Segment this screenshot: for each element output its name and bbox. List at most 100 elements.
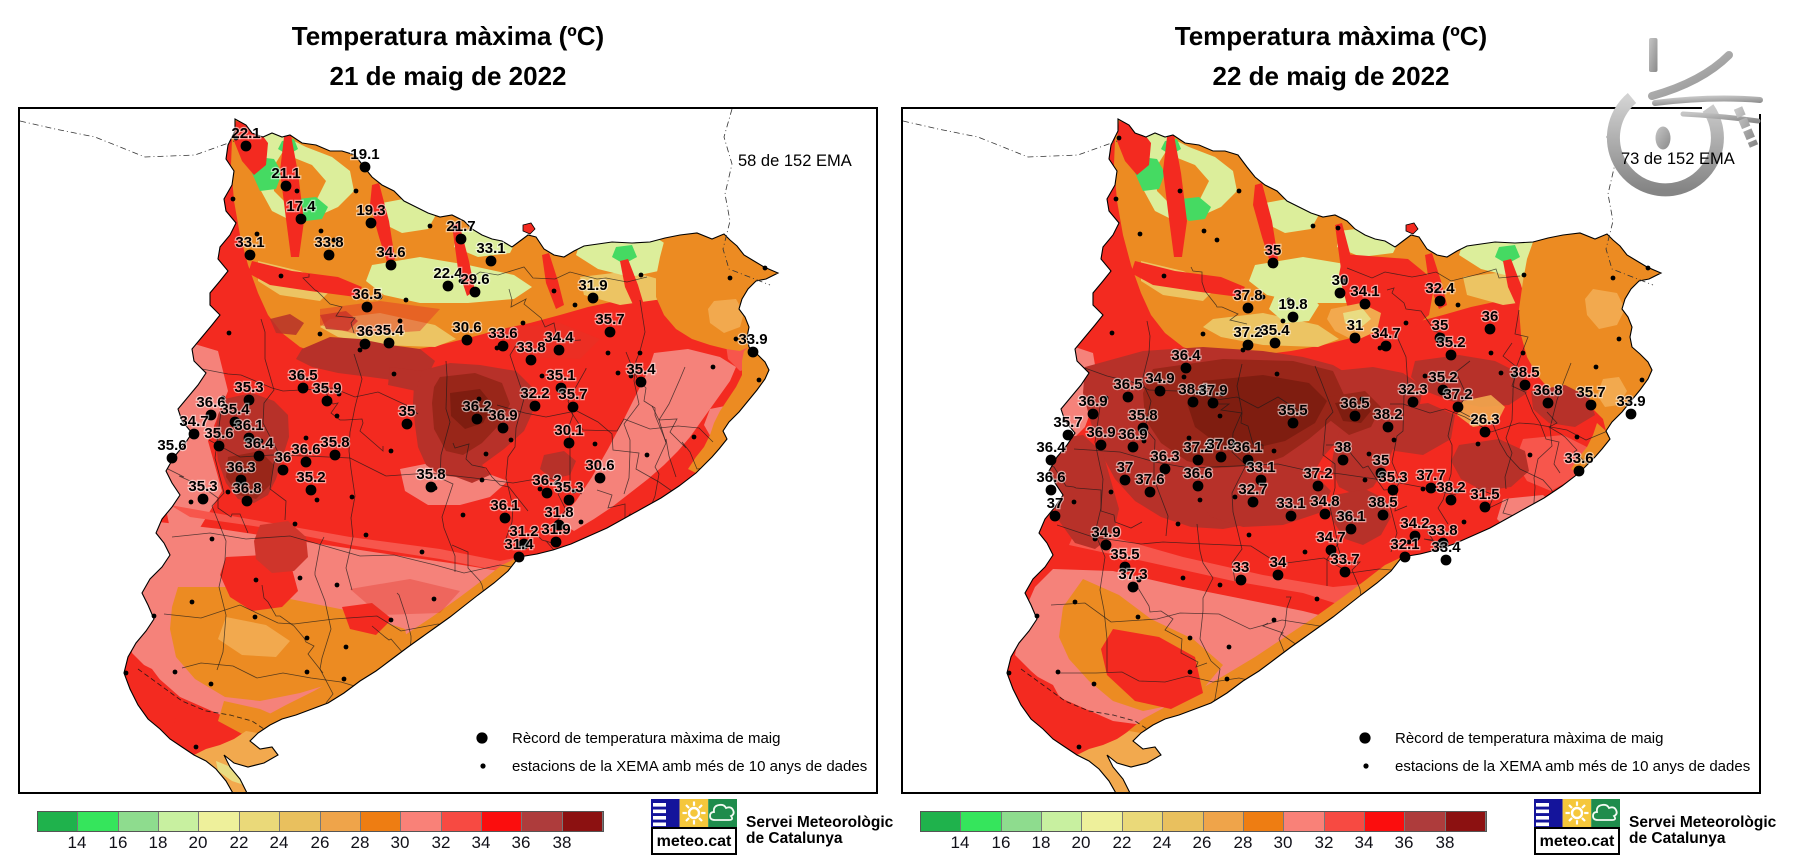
svg-text:30: 30 bbox=[1332, 272, 1349, 289]
svg-text:34.7: 34.7 bbox=[1371, 325, 1400, 342]
svg-text:21.1: 21.1 bbox=[271, 165, 300, 182]
svg-text:36.1: 36.1 bbox=[490, 497, 519, 514]
svg-text:32.1: 32.1 bbox=[1390, 536, 1419, 553]
svg-text:36.4: 36.4 bbox=[244, 435, 274, 452]
svg-text:37.2: 37.2 bbox=[1183, 439, 1212, 456]
svg-text:32.7: 32.7 bbox=[1238, 481, 1267, 498]
svg-text:Rècord de temperatura màxima d: Rècord de temperatura màxima de maig bbox=[1395, 730, 1663, 747]
svg-text:31: 31 bbox=[1347, 317, 1364, 334]
svg-text:32.3: 32.3 bbox=[1398, 381, 1427, 398]
svg-text:36.9: 36.9 bbox=[488, 407, 517, 424]
svg-text:36.6: 36.6 bbox=[1183, 465, 1212, 482]
svg-text:37.9: 37.9 bbox=[1198, 382, 1227, 399]
svg-text:37.3: 37.3 bbox=[1118, 566, 1147, 583]
svg-text:37.2: 37.2 bbox=[1443, 386, 1472, 403]
svg-text:38.5: 38.5 bbox=[1368, 494, 1397, 511]
svg-text:35.8: 35.8 bbox=[416, 466, 445, 483]
svg-text:35.4: 35.4 bbox=[374, 322, 404, 339]
svg-text:meteo.cat: meteo.cat bbox=[657, 833, 732, 850]
svg-text:19.8: 19.8 bbox=[1278, 296, 1307, 313]
svg-text:21.7: 21.7 bbox=[446, 218, 475, 235]
svg-text:33.1: 33.1 bbox=[1246, 459, 1275, 476]
svg-text:meteo.cat: meteo.cat bbox=[1540, 833, 1615, 850]
svg-text:33.6: 33.6 bbox=[488, 325, 517, 342]
svg-text:32.4: 32.4 bbox=[1425, 280, 1455, 297]
svg-text:36: 36 bbox=[1482, 308, 1499, 325]
svg-text:38.5: 38.5 bbox=[1510, 364, 1539, 381]
svg-text:31.4: 31.4 bbox=[504, 536, 534, 553]
svg-text:36.4: 36.4 bbox=[1171, 347, 1201, 364]
svg-text:36.8: 36.8 bbox=[232, 480, 261, 497]
svg-text:35.7: 35.7 bbox=[1576, 384, 1605, 401]
svg-text:estacions de la XEMA amb més d: estacions de la XEMA amb més de 10 anys … bbox=[512, 758, 867, 775]
svg-text:33.8: 33.8 bbox=[1428, 522, 1457, 539]
svg-text:35.8: 35.8 bbox=[320, 434, 349, 451]
svg-text:38.2: 38.2 bbox=[1436, 479, 1465, 496]
svg-text:30.6: 30.6 bbox=[452, 319, 481, 336]
svg-text:33.8: 33.8 bbox=[314, 234, 343, 251]
svg-text:35.2: 35.2 bbox=[296, 469, 325, 486]
svg-text:35: 35 bbox=[1373, 452, 1390, 469]
svg-text:Servei Meteorològic: Servei Meteorològic bbox=[746, 814, 894, 831]
svg-text:35.3: 35.3 bbox=[554, 479, 583, 496]
svg-text:35.1: 35.1 bbox=[546, 367, 575, 384]
svg-text:37.9: 37.9 bbox=[1206, 436, 1235, 453]
svg-text:34.2: 34.2 bbox=[1400, 515, 1429, 532]
svg-text:36.3: 36.3 bbox=[1150, 448, 1179, 465]
svg-text:33.1: 33.1 bbox=[476, 240, 505, 257]
svg-text:33.9: 33.9 bbox=[738, 331, 767, 348]
svg-text:33.4: 33.4 bbox=[1431, 539, 1461, 556]
svg-text:36.2: 36.2 bbox=[532, 472, 561, 489]
svg-text:35.4: 35.4 bbox=[1260, 322, 1290, 339]
svg-text:33: 33 bbox=[1233, 559, 1250, 576]
svg-text:34.7: 34.7 bbox=[179, 413, 208, 430]
svg-text:36.4: 36.4 bbox=[1036, 439, 1066, 456]
svg-text:34: 34 bbox=[1270, 554, 1287, 571]
svg-text:33.1: 33.1 bbox=[235, 234, 264, 251]
svg-text:31.9: 31.9 bbox=[578, 277, 607, 294]
svg-text:37: 37 bbox=[1117, 459, 1134, 476]
svg-text:30.6: 30.6 bbox=[585, 457, 614, 474]
svg-text:26.3: 26.3 bbox=[1470, 411, 1499, 428]
svg-text:36.8: 36.8 bbox=[1533, 382, 1562, 399]
svg-text:35.2: 35.2 bbox=[1436, 334, 1465, 351]
svg-text:35.3: 35.3 bbox=[1378, 469, 1407, 486]
svg-text:22.4: 22.4 bbox=[433, 265, 463, 282]
svg-text:36.1: 36.1 bbox=[1336, 508, 1365, 525]
svg-text:36.5: 36.5 bbox=[1340, 395, 1369, 412]
svg-text:17.4: 17.4 bbox=[286, 198, 316, 215]
svg-text:19.1: 19.1 bbox=[350, 146, 379, 163]
svg-text:36.5: 36.5 bbox=[288, 367, 317, 384]
svg-text:36.3: 36.3 bbox=[226, 459, 255, 476]
svg-text:37.7: 37.7 bbox=[1416, 467, 1445, 484]
svg-text:35.4: 35.4 bbox=[626, 361, 656, 378]
svg-text:36.5: 36.5 bbox=[1113, 376, 1142, 393]
svg-text:32.2: 32.2 bbox=[520, 385, 549, 402]
svg-text:31.8: 31.8 bbox=[544, 504, 573, 521]
svg-text:36.1: 36.1 bbox=[1233, 439, 1262, 456]
svg-text:33.6: 33.6 bbox=[1564, 450, 1593, 467]
svg-text:19.3: 19.3 bbox=[356, 202, 385, 219]
svg-text:36.1: 36.1 bbox=[234, 417, 263, 434]
svg-text:36: 36 bbox=[275, 449, 292, 466]
svg-text:35: 35 bbox=[399, 403, 416, 420]
svg-text:33.1: 33.1 bbox=[1276, 495, 1305, 512]
svg-text:31.9: 31.9 bbox=[541, 521, 570, 538]
svg-text:35.5: 35.5 bbox=[1110, 546, 1139, 563]
svg-text:de Catalunya: de Catalunya bbox=[1629, 830, 1726, 847]
svg-text:35.6: 35.6 bbox=[157, 437, 186, 454]
svg-text:34.8: 34.8 bbox=[1310, 493, 1339, 510]
svg-text:35.7: 35.7 bbox=[1053, 414, 1082, 431]
svg-text:36.9: 36.9 bbox=[1118, 426, 1147, 443]
svg-text:35.9: 35.9 bbox=[312, 380, 341, 397]
svg-text:34.6: 34.6 bbox=[376, 244, 405, 261]
svg-text:31.5: 31.5 bbox=[1470, 486, 1499, 503]
svg-text:34.9: 34.9 bbox=[1091, 524, 1120, 541]
svg-text:37.2: 37.2 bbox=[1233, 324, 1262, 341]
svg-text:33.7: 33.7 bbox=[1330, 551, 1359, 568]
svg-text:35: 35 bbox=[1265, 242, 1282, 259]
svg-text:35: 35 bbox=[1432, 317, 1449, 334]
svg-text:de Catalunya: de Catalunya bbox=[746, 830, 843, 847]
svg-text:34.9: 34.9 bbox=[1145, 370, 1174, 387]
svg-text:34.1: 34.1 bbox=[1350, 283, 1379, 300]
